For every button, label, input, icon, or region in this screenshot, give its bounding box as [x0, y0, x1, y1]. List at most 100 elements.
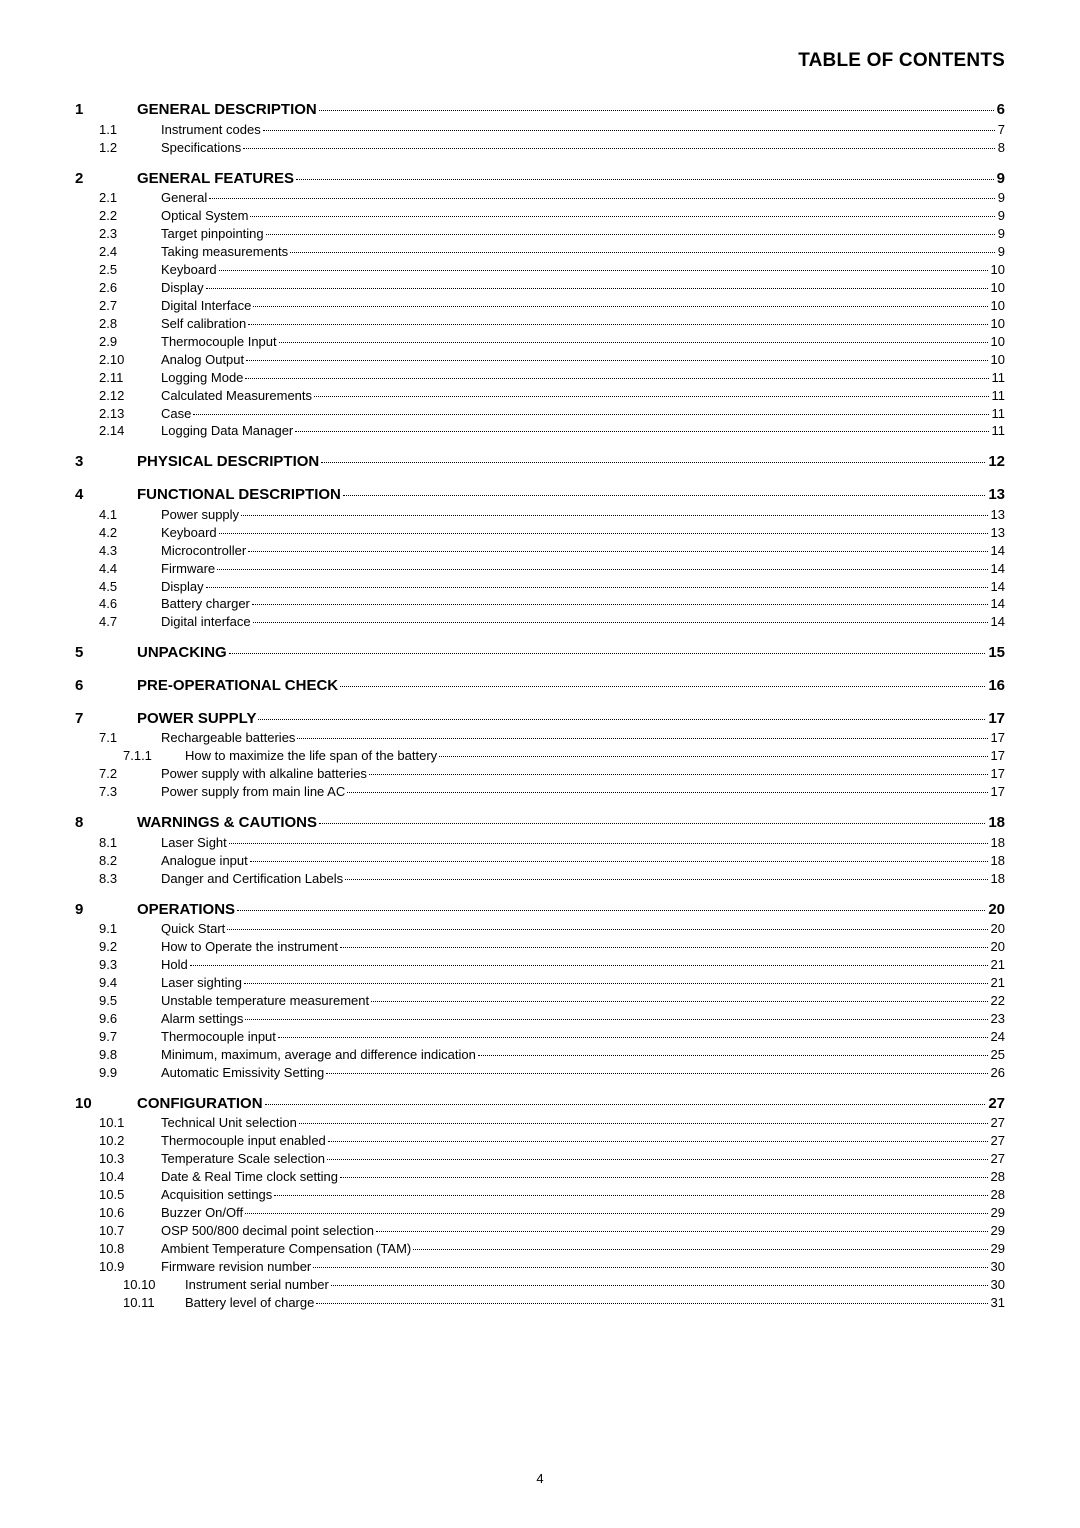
toc-page: 9 [998, 207, 1005, 225]
toc-page: 30 [991, 1276, 1005, 1294]
toc-number: 2.2 [75, 207, 161, 225]
toc-row: 10.8Ambient Temperature Compensation (TA… [75, 1240, 1005, 1258]
toc-label: Firmware revision number [161, 1258, 311, 1276]
toc-label: Laser Sight [161, 834, 227, 852]
toc-number: 10.7 [75, 1222, 161, 1240]
footer-page-number: 4 [0, 1471, 1080, 1486]
toc-row: 10.5Acquisition settings28 [75, 1186, 1005, 1204]
toc-label: Display [161, 578, 204, 596]
toc-label: Battery level of charge [185, 1294, 314, 1312]
dot-leader [314, 396, 988, 397]
toc-page: 16 [988, 676, 1005, 697]
toc-row: 4.6Battery charger14 [75, 595, 1005, 613]
toc-page: 17 [988, 709, 1005, 730]
dot-leader [206, 587, 988, 588]
toc-number: 9.5 [75, 992, 161, 1010]
toc-number: 9.3 [75, 956, 161, 974]
toc-number: 4.1 [75, 506, 161, 524]
toc-label: Thermocouple Input [161, 333, 277, 351]
dot-leader [295, 431, 988, 432]
toc-label: Logging Mode [161, 369, 243, 387]
toc-row: 10.9Firmware revision number30 [75, 1258, 1005, 1276]
toc-page: 9 [998, 189, 1005, 207]
toc-number: 9.2 [75, 938, 161, 956]
toc-page: 18 [988, 813, 1005, 834]
dot-leader [237, 910, 985, 911]
toc-row: 7.2Power supply with alkaline batteries1… [75, 765, 1005, 783]
dot-leader [326, 1073, 987, 1074]
toc-label: Danger and Certification Labels [161, 870, 343, 888]
toc-label: OPERATIONS [137, 900, 235, 921]
dot-leader [253, 622, 988, 623]
page-title: TABLE OF CONTENTS [75, 50, 1005, 72]
toc-number: 9.8 [75, 1046, 161, 1064]
toc-page: 10 [991, 261, 1005, 279]
dot-leader [319, 823, 985, 824]
toc-label: CONFIGURATION [137, 1094, 263, 1115]
toc-number: 2.14 [75, 422, 161, 440]
toc-page: 23 [991, 1010, 1005, 1028]
toc-page: 7 [998, 121, 1005, 139]
toc-label: Minimum, maximum, average and difference… [161, 1046, 476, 1064]
toc-page: 10 [991, 333, 1005, 351]
toc-row: 10.6Buzzer On/Off29 [75, 1204, 1005, 1222]
toc-label: GENERAL FEATURES [137, 169, 294, 190]
toc-number: 4.6 [75, 595, 161, 613]
toc-page: 17 [991, 783, 1005, 801]
toc-number: 9.6 [75, 1010, 161, 1028]
toc-number: 4.2 [75, 524, 161, 542]
dot-leader [190, 965, 988, 966]
toc-page: 14 [991, 578, 1005, 596]
toc-page: 28 [991, 1168, 1005, 1186]
toc-page: 27 [991, 1114, 1005, 1132]
toc-page: 27 [988, 1094, 1005, 1115]
dot-leader [328, 1141, 988, 1142]
toc-number: 7.1 [75, 729, 161, 747]
toc-page: 22 [991, 992, 1005, 1010]
toc-label: Instrument codes [161, 121, 261, 139]
toc-label: Analogue input [161, 852, 248, 870]
toc-row: 10.1Technical Unit selection27 [75, 1114, 1005, 1132]
dot-leader [266, 234, 995, 235]
toc-number: 8.2 [75, 852, 161, 870]
toc-label: Analog Output [161, 351, 244, 369]
toc-row: 10.3Temperature Scale selection27 [75, 1150, 1005, 1168]
toc-row: 2.11Logging Mode11 [75, 369, 1005, 387]
toc-row: 2.12Calculated Measurements11 [75, 387, 1005, 405]
toc-number: 9.4 [75, 974, 161, 992]
toc-row: 9.3Hold21 [75, 956, 1005, 974]
toc-number: 2.12 [75, 387, 161, 405]
toc-number: 3 [75, 452, 137, 473]
toc-row: 1.1Instrument codes7 [75, 121, 1005, 139]
toc-page: 11 [992, 405, 1006, 423]
dot-leader [369, 774, 988, 775]
toc-row: 9.9Automatic Emissivity Setting26 [75, 1064, 1005, 1082]
toc-label: Thermocouple input enabled [161, 1132, 326, 1150]
dot-leader [248, 324, 987, 325]
toc-label: Date & Real Time clock setting [161, 1168, 338, 1186]
toc-number: 4.5 [75, 578, 161, 596]
toc-row: 4FUNCTIONAL DESCRIPTION13 [75, 485, 1005, 506]
dot-leader [258, 719, 985, 720]
toc-number: 2 [75, 169, 137, 190]
toc-row: 3PHYSICAL DESCRIPTION12 [75, 452, 1005, 473]
toc-number: 10 [75, 1094, 137, 1115]
dot-leader [250, 216, 994, 217]
toc-number: 10.4 [75, 1168, 161, 1186]
toc-number: 2.1 [75, 189, 161, 207]
dot-leader [250, 861, 988, 862]
dot-leader [246, 360, 987, 361]
toc-row: 2.1General9 [75, 189, 1005, 207]
toc-number: 2.4 [75, 243, 161, 261]
dot-leader [219, 533, 988, 534]
toc-number: 9.7 [75, 1028, 161, 1046]
toc-label: Firmware [161, 560, 215, 578]
toc-row: 2.13Case11 [75, 405, 1005, 423]
dot-leader [296, 179, 994, 180]
toc-label: Self calibration [161, 315, 246, 333]
dot-leader [313, 1267, 987, 1268]
toc-number: 2.6 [75, 279, 161, 297]
toc-page: 15 [988, 643, 1005, 664]
toc-page: 14 [991, 560, 1005, 578]
toc-label: Alarm settings [161, 1010, 243, 1028]
